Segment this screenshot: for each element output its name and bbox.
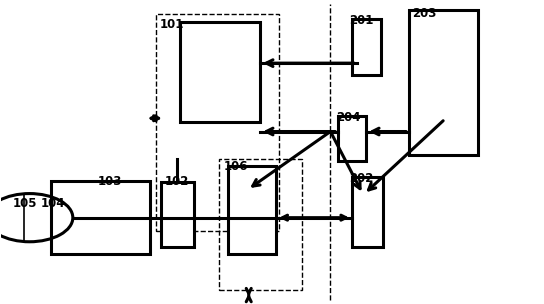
Text: 203: 203 <box>412 7 436 20</box>
Bar <box>161 182 194 247</box>
Text: 105: 105 <box>12 197 36 210</box>
Bar <box>219 159 302 290</box>
Text: 104: 104 <box>41 197 65 210</box>
Text: 103: 103 <box>98 174 122 188</box>
Text: 102: 102 <box>165 175 189 188</box>
Bar <box>227 166 276 254</box>
Text: 101: 101 <box>159 18 184 31</box>
Text: 201: 201 <box>349 14 374 27</box>
Text: 204: 204 <box>336 111 360 124</box>
Bar <box>352 19 381 74</box>
Text: 202: 202 <box>349 171 374 185</box>
Bar <box>338 116 366 161</box>
Bar <box>156 14 279 231</box>
Bar <box>180 22 260 122</box>
Bar <box>51 181 150 254</box>
Bar <box>409 10 478 155</box>
Text: 106: 106 <box>223 160 248 173</box>
Bar <box>352 177 384 247</box>
